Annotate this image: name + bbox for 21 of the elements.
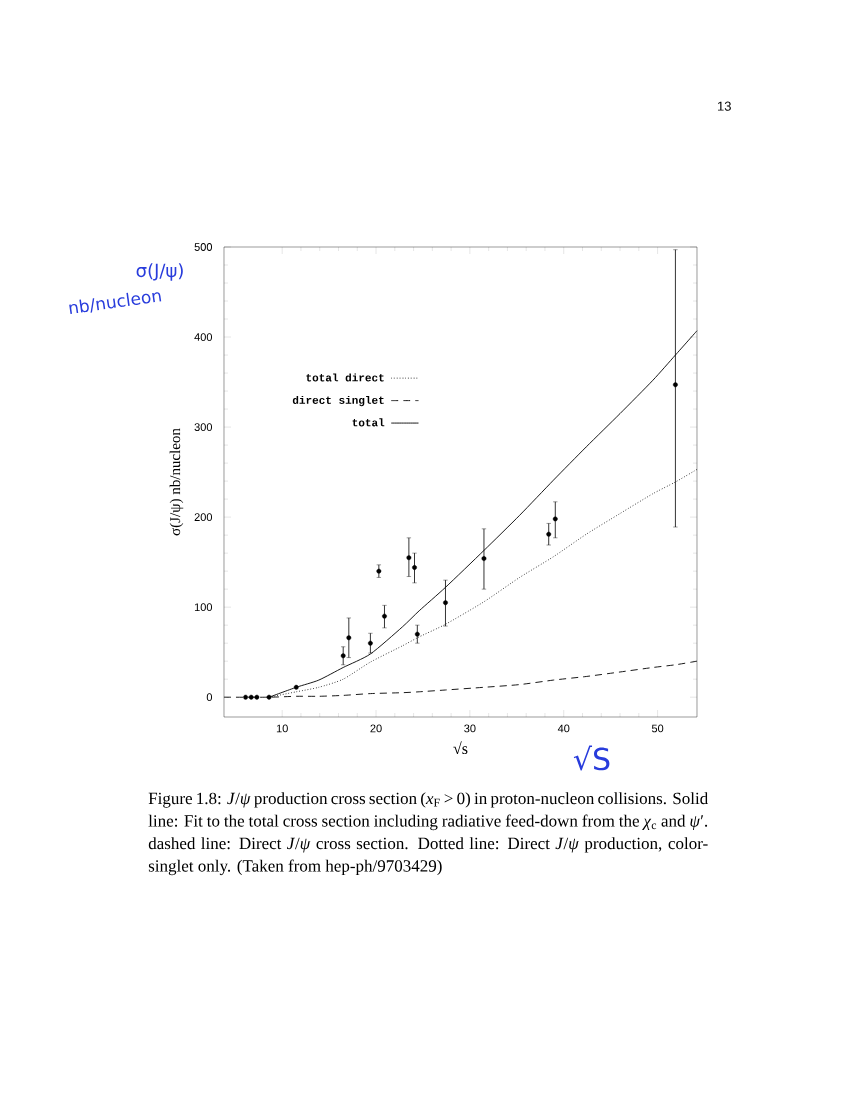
text: Figure 1.8: J/ψ production cross section (x$_{F}$ > 0) in proton-nucleon collisions. Solid line: Fit to the total cross section including radiative feed-down from the χ$_{c}$ and ψ′. dashed line: Direct J/ψ cross section. Dotted line: Direct J/ψ production, color-singlet only. (Taken from hep-ph/9703429) <box>148 792 709 876</box>
legend-label: total direct <box>306 373 384 382</box>
y-tick-label: 0 <box>206 693 213 702</box>
text: √S <box>573 745 610 771</box>
y-tick-label: 500 <box>194 243 213 251</box>
y-tick-label: 400 <box>194 333 213 341</box>
text: σ(J/ψ) <box>136 263 183 281</box>
y-tick-label: 200 <box>194 513 213 522</box>
x-tick-label: 30 <box>464 724 476 733</box>
text: 13 <box>718 101 731 111</box>
x-axis-title: √s <box>453 741 468 755</box>
legend-label: total <box>352 418 385 427</box>
y-tick-label: 100 <box>194 603 213 612</box>
text: nb/nucleon <box>69 292 162 314</box>
y-axis-title: σ(J/ψ) nb/nucleon <box>169 428 184 536</box>
y-tick-label: 300 <box>194 423 213 431</box>
x-tick-label: 20 <box>370 724 382 733</box>
x-tick-label: 10 <box>276 724 288 733</box>
legend-label: direct singlet <box>292 395 384 407</box>
x-tick-label: 50 <box>651 724 664 733</box>
x-tick-label: 40 <box>557 724 570 733</box>
